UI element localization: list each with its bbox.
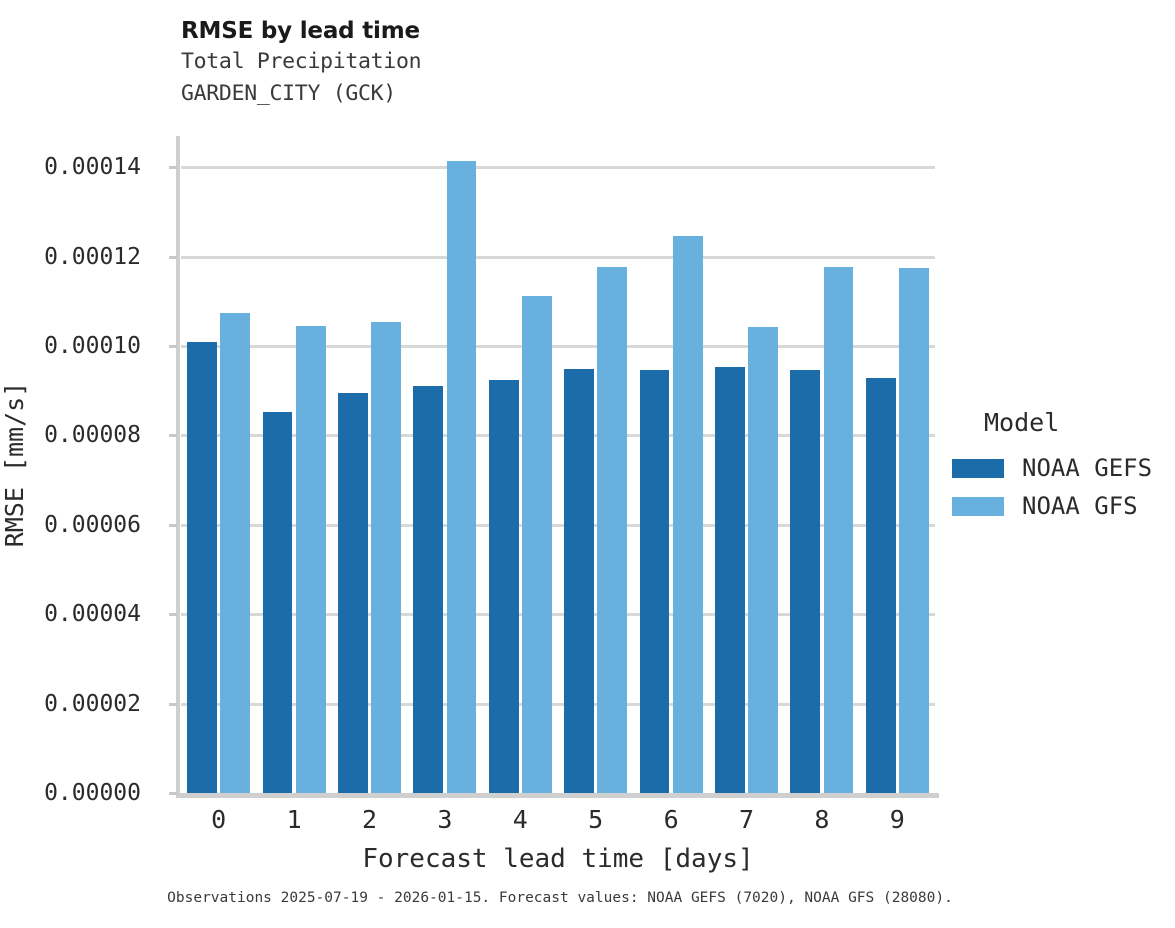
legend-title: Model: [984, 408, 1060, 437]
x-tick-label: 2: [361, 805, 378, 834]
gridline: [181, 166, 935, 170]
bar-noaa-gfs-lead-7[interactable]: [748, 326, 778, 793]
gridline: [181, 434, 935, 438]
page-title: RMSE by lead time: [181, 18, 420, 44]
y-tick-label: 0.00014: [44, 154, 141, 181]
y-tick-mark: [169, 702, 177, 706]
gridline: [181, 702, 935, 706]
x-tick-label: 7: [738, 805, 755, 834]
y-tick-mark: [169, 166, 177, 170]
legend-item-noaa-gefs[interactable]: NOAA GEFS: [952, 451, 1167, 485]
bar-noaa-gefs-lead-8[interactable]: [790, 369, 821, 793]
y-axis-spine: [176, 136, 180, 793]
bar-noaa-gfs-lead-3[interactable]: [446, 161, 477, 793]
bar-noaa-gfs-lead-1[interactable]: [295, 325, 326, 793]
y-tick-mark: [169, 434, 177, 438]
y-axis-title: RMSE [mm/s]: [0, 381, 29, 548]
bar-noaa-gefs-lead-5[interactable]: [564, 369, 594, 793]
x-axis-title: Forecast lead time [days]: [362, 844, 754, 874]
gridline: [181, 613, 935, 617]
bar-noaa-gefs-lead-2[interactable]: [338, 393, 368, 793]
x-tick-label: 5: [588, 805, 604, 834]
y-tick-mark: [169, 613, 177, 617]
y-tick-label: 0.00000: [44, 780, 141, 806]
bar-noaa-gfs-lead-0[interactable]: [220, 313, 251, 793]
legend-item-noaa-gfs[interactable]: NOAA GFS: [952, 489, 1167, 523]
x-axis-spine: [176, 793, 939, 798]
x-tick-label: 6: [663, 805, 679, 834]
y-tick-label: 0.00010: [44, 333, 141, 360]
y-tick-mark: [169, 523, 177, 527]
legend-item-label: NOAA GEFS: [1022, 454, 1153, 482]
title-block: RMSE by lead time Total Precipitation GA…: [181, 16, 881, 110]
bar-noaa-gfs-lead-4[interactable]: [521, 295, 552, 793]
bar-noaa-gfs-lead-2[interactable]: [371, 322, 401, 793]
bar-noaa-gefs-lead-4[interactable]: [488, 380, 519, 793]
x-tick-label: 8: [814, 805, 830, 834]
x-tick-label: 3: [437, 805, 453, 834]
legend-swatch-icon: [952, 496, 1004, 516]
x-tick-label: 9: [889, 805, 905, 834]
x-axis-tick-labels: 0 1 2 3 4 5 6 7 8 9: [181, 805, 935, 839]
x-tick-label: 0: [211, 805, 227, 834]
bar-noaa-gefs-lead-0[interactable]: [187, 341, 217, 793]
gridline: [181, 523, 935, 527]
y-axis-tick-labels: 0.00000 0.00002 0.00004 0.00006 0.00008 0.000…: [0, 136, 141, 806]
y-tick-mark: [169, 255, 177, 259]
bar-noaa-gfs-lead-9[interactable]: [898, 268, 929, 793]
x-tick-label: 1: [286, 805, 302, 834]
y-tick-label: 0.00012: [44, 243, 141, 270]
plot-area: [169, 136, 939, 798]
bar-noaa-gefs-lead-1[interactable]: [262, 411, 293, 793]
y-tick-mark: [169, 345, 177, 349]
bar-noaa-gefs-lead-7[interactable]: [715, 366, 745, 793]
gridline: [181, 345, 935, 349]
y-tick-mark: [169, 792, 177, 795]
bar-noaa-gefs-lead-9[interactable]: [865, 378, 896, 793]
bar-noaa-gefs-lead-3[interactable]: [413, 386, 444, 793]
y-tick-label: 0.00004: [44, 601, 141, 628]
footnote: Observations 2025-07-19 - 2026-01-15. Fo…: [167, 890, 953, 906]
bar-noaa-gefs-lead-6[interactable]: [639, 370, 670, 793]
bar-noaa-gfs-lead-6[interactable]: [672, 235, 703, 793]
bar-noaa-gfs-lead-8[interactable]: [823, 266, 854, 793]
legend-item-label: NOAA GFS: [1022, 492, 1138, 520]
legend: Model NOAA GEFS NOAA GFS: [952, 408, 1167, 527]
bar-noaa-gfs-lead-5[interactable]: [597, 266, 628, 793]
legend-entries: NOAA GEFS NOAA GFS: [952, 451, 1167, 523]
y-tick-label: 0.00002: [44, 690, 141, 717]
y-tick-label: 0.00006: [44, 511, 141, 538]
chart-subtitle-metric: Total Precipitation: [181, 49, 422, 74]
gridline: [181, 255, 935, 259]
chart-subtitle-station: GARDEN_CITY (GCK): [181, 81, 396, 106]
legend-swatch-icon: [952, 458, 1004, 478]
y-tick-label: 0.00008: [44, 422, 141, 449]
x-tick-label: 4: [512, 805, 528, 834]
